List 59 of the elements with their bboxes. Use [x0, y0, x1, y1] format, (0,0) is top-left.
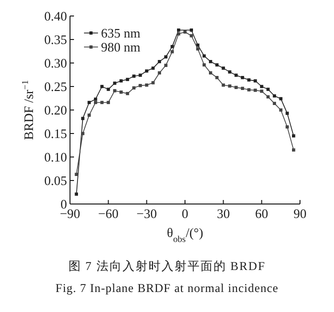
y-tick-label: 0.30	[44, 56, 67, 70]
point	[286, 125, 289, 129]
point	[260, 84, 264, 88]
point	[260, 90, 264, 93]
point	[190, 34, 193, 38]
point	[106, 100, 110, 104]
point	[228, 84, 232, 88]
point	[81, 132, 84, 136]
y-tick-label: 0.25	[44, 79, 67, 94]
legend-label: 635 nm	[101, 26, 140, 40]
point	[138, 84, 142, 88]
point	[88, 100, 91, 104]
point	[151, 66, 155, 70]
y-tick-label: 0.15	[44, 126, 67, 141]
point	[228, 70, 232, 74]
point	[266, 95, 270, 98]
point	[202, 54, 206, 58]
point	[94, 98, 98, 101]
point	[202, 63, 206, 66]
x-tick-label: 60	[255, 206, 268, 221]
y-tick-label: 0	[60, 196, 67, 212]
point	[222, 83, 225, 87]
point	[145, 83, 148, 87]
y-tick-label: 0.40	[44, 8, 67, 24]
point	[234, 74, 238, 77]
x-tick-label: −30	[136, 206, 157, 221]
x-tick-label: 0	[182, 206, 188, 221]
point	[266, 88, 270, 91]
point	[151, 81, 155, 84]
point	[247, 88, 250, 92]
x-axis-title: θ$_{obs}$/(°)	[166, 225, 204, 244]
x-tick-label: −60	[98, 206, 119, 221]
point	[222, 66, 225, 70]
caption: 图 7 法向入射时入射平面的 BRDF	[68, 259, 266, 273]
point	[196, 47, 200, 50]
y-tick-label: 0.05	[44, 173, 67, 188]
legend-label: 980 nm	[101, 40, 140, 54]
point	[113, 82, 116, 85]
point	[170, 50, 174, 54]
point	[145, 69, 148, 73]
y-tick-label: 0.35	[44, 32, 67, 47]
x-tick-label: 30	[216, 206, 230, 221]
point	[279, 108, 282, 112]
point	[286, 112, 289, 115]
point	[81, 116, 84, 120]
point	[113, 89, 116, 92]
point	[132, 74, 136, 78]
point	[164, 64, 168, 67]
caption: Fig. 7 In-plane BRDF at normal incidence	[56, 281, 278, 295]
point	[254, 88, 257, 92]
point	[88, 114, 91, 117]
x-tick-label: 90	[294, 206, 306, 221]
y-tick-label: 0.10	[44, 150, 67, 164]
point	[106, 88, 110, 91]
point	[279, 97, 282, 100]
y-tick-label: 0.20	[44, 102, 67, 118]
point	[164, 55, 168, 58]
point	[138, 74, 142, 77]
point	[254, 79, 257, 82]
